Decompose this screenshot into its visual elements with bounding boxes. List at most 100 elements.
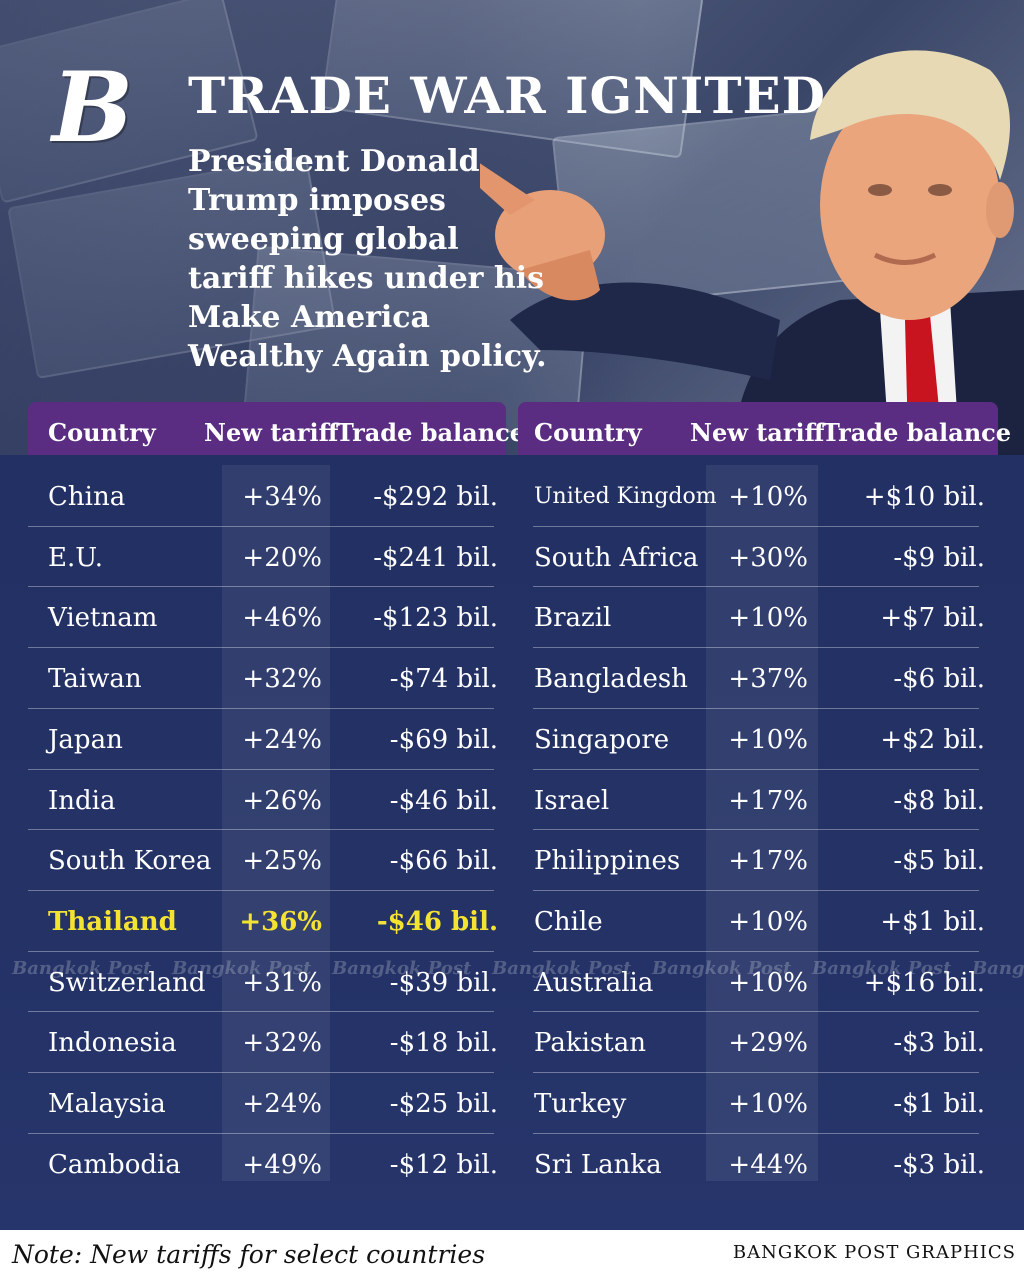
row-divider (533, 951, 979, 952)
right-table-row: Israel +17% -$8 bil. (0, 769, 1024, 830)
left-table-row: Malaysia +24% -$25 bil. (0, 1072, 1024, 1133)
row-divider (28, 1011, 494, 1012)
row-divider (533, 829, 979, 830)
header-country: Country (48, 418, 156, 447)
tariff-cell: +17% (728, 785, 808, 816)
tariff-cell: +25% (242, 846, 322, 877)
country-cell: E.U. (48, 542, 104, 573)
tariff-cell: +24% (242, 724, 322, 755)
watermark: Bangkok Post (12, 958, 152, 979)
row-divider (533, 890, 979, 891)
trade-balance-cell: -$5 bil. (893, 846, 985, 877)
footnote: Note: New tariffs for select countries (12, 1240, 486, 1269)
country-cell: Turkey (534, 1089, 627, 1119)
tariff-column-band (706, 465, 818, 1181)
right-table-row: Pakistan +29% -$3 bil. (0, 1011, 1024, 1072)
country-cell: United Kingdom (534, 484, 717, 509)
country-cell: South Korea (48, 846, 212, 877)
row-divider (28, 1072, 494, 1073)
trade-balance-cell: -$9 bil. (893, 542, 985, 573)
row-divider (533, 769, 979, 770)
watermark: Bangkok Post (492, 958, 632, 979)
tariff-cell: +10% (728, 603, 808, 634)
country-cell: India (48, 785, 116, 816)
trade-balance-cell: -$123 bil. (373, 603, 498, 634)
country-cell: Chile (534, 906, 603, 937)
country-cell: Vietnam (48, 603, 158, 634)
trade-balance-cell: -$3 bil. (893, 1149, 985, 1180)
tariff-cell: +30% (728, 542, 808, 573)
watermark: Bangkok Post (652, 958, 792, 979)
country-cell: Pakistan (534, 1028, 646, 1059)
watermark: Bangkok Post (972, 958, 1024, 979)
left-table-row: Japan +24% -$69 bil. (0, 708, 1024, 769)
trade-balance-cell: +$16 bil. (863, 967, 985, 998)
row-divider (28, 708, 494, 709)
tariff-cell: +10% (728, 482, 808, 512)
trade-balance-cell: -$18 bil. (389, 1028, 498, 1059)
left-table-row: E.U. +20% -$241 bil. (0, 526, 1024, 587)
trade-balance-cell: -$46 bil. (376, 906, 498, 937)
header-trade-balance: Trade balance (822, 418, 1012, 447)
left-table-row: Cambodia +49% -$12 bil. (0, 1133, 1024, 1194)
header-trade-balance: Trade balance (336, 418, 526, 447)
watermark: Bangkok Post (172, 958, 312, 979)
footer: Note: New tariffs for select countries B… (0, 1230, 1024, 1280)
tariff-cell: +49% (242, 1149, 322, 1180)
tariff-cell: +20% (242, 542, 322, 573)
trade-balance-cell: -$292 bil. (373, 482, 498, 512)
country-cell: Malaysia (48, 1089, 166, 1119)
country-cell: Brazil (534, 603, 612, 634)
right-table-row: Singapore +10% +$2 bil. (0, 708, 1024, 769)
tariff-cell: +32% (242, 664, 322, 695)
trade-balance-cell: -$46 bil. (389, 785, 498, 816)
right-table-row: Turkey +10% -$1 bil. (0, 1072, 1024, 1133)
left-table-row: Vietnam +46% -$123 bil. (0, 586, 1024, 647)
tariff-cell: +29% (728, 1028, 808, 1059)
trade-balance-cell: -$8 bil. (893, 785, 985, 816)
row-divider (533, 1072, 979, 1073)
trade-balance-cell: +$7 bil. (880, 603, 985, 634)
row-divider (533, 1011, 979, 1012)
country-cell: Philippines (534, 846, 681, 877)
row-divider (28, 769, 494, 770)
page-subtitle: President Donald Trump imposes sweeping … (188, 144, 547, 374)
tariff-cell: +10% (728, 724, 808, 755)
trade-balance-cell: -$39 bil. (389, 967, 498, 998)
tariff-column-band (222, 465, 330, 1181)
country-cell: Australia (534, 967, 654, 998)
page-title: TRADE WAR IGNITED (188, 66, 826, 125)
tariff-table-area (0, 455, 1024, 1230)
hero-banner: B TRADE WAR IGNITED President Donald Tru… (0, 0, 1024, 455)
trade-balance-cell: -$241 bil. (373, 542, 498, 573)
row-divider (533, 1133, 979, 1134)
tariff-cell: +17% (728, 846, 808, 877)
left-table-row: China +34% -$292 bil. (0, 465, 1024, 526)
right-table-row: Bangladesh +37% -$6 bil. (0, 647, 1024, 708)
right-table-row: Chile +10% +$1 bil. (0, 890, 1024, 951)
country-cell: Thailand (48, 906, 177, 937)
row-divider (28, 586, 494, 587)
country-cell: Taiwan (48, 664, 142, 695)
right-table-row: Brazil +10% +$7 bil. (0, 586, 1024, 647)
tariff-cell: +10% (728, 967, 808, 998)
trade-balance-cell: -$12 bil. (389, 1149, 498, 1180)
tariff-cell: +37% (728, 664, 808, 695)
trade-balance-cell: -$74 bil. (389, 664, 498, 695)
tariff-cell: +36% (239, 906, 322, 937)
header-country: Country (534, 418, 642, 447)
right-table-header: Country New tariff Trade balance (518, 402, 1011, 455)
country-cell: Indonesia (48, 1028, 177, 1059)
country-cell: Switzerland (48, 967, 206, 998)
tariff-cell: +24% (242, 1089, 322, 1119)
trade-balance-cell: +$1 bil. (880, 906, 985, 937)
tariff-cell: +32% (242, 1028, 322, 1059)
tariff-cell: +44% (728, 1149, 808, 1180)
right-table-row: Sri Lanka +44% -$3 bil. (0, 1133, 1024, 1194)
tariff-cell: +31% (242, 967, 322, 998)
graphics-credit: BANGKOK POST GRAPHICS (732, 1242, 1016, 1263)
left-table-row: South Korea +25% -$66 bil. (0, 829, 1024, 890)
tariff-cell: +26% (242, 785, 322, 816)
header-new-tariff: New tariff (204, 418, 339, 447)
